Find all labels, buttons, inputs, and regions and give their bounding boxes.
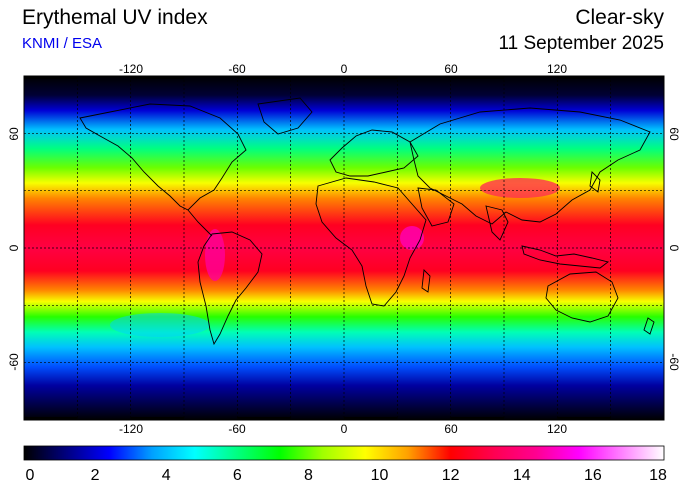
- asia-outline: [409, 107, 651, 225]
- longitude-labels-top: -120 -60 0 60 120: [119, 62, 567, 76]
- map-border-ticks: [24, 76, 611, 420]
- colorbar-frame: [23, 445, 665, 461]
- southern-ocean-low-patch: [110, 313, 210, 337]
- lat-label-right-3: -60: [667, 353, 681, 371]
- madagascar-outline: [421, 269, 431, 293]
- lon-label-top-2: -60: [228, 62, 246, 76]
- australia-outline: [545, 271, 619, 323]
- lon-label-bottom-3: 0: [341, 422, 348, 436]
- europe-outline: [329, 129, 419, 177]
- india-outline: [485, 205, 509, 241]
- border-band: [237, 76, 291, 79]
- latitude-labels-right: 60 0 -60: [667, 127, 681, 371]
- lat-label-left-2: 0: [7, 244, 21, 251]
- lon-label-bottom-5: 120: [547, 422, 567, 436]
- colorbar-tick-label: 2: [91, 467, 100, 484]
- border-band: [130, 417, 184, 420]
- tibet-high-uv-patch: [480, 178, 560, 198]
- colorbar-tick-label: 10: [371, 467, 389, 484]
- border-band: [557, 76, 611, 79]
- colorbar-labels: 0 2 4 6 8 10 12 14 16 18: [26, 467, 667, 484]
- border-band: [237, 417, 291, 420]
- zonal-features: [110, 178, 560, 337]
- africa-outline: [315, 177, 427, 307]
- arabia-outline: [417, 187, 455, 227]
- lon-label-bottom-1: -120: [119, 422, 143, 436]
- graticule: [24, 76, 664, 420]
- latitude-labels-left: 60 0 -60: [7, 127, 21, 371]
- lat-label-right-1: 60: [667, 127, 681, 141]
- greenland-outline: [257, 97, 313, 135]
- longitude-labels-bottom: -120 -60 0 60 120: [119, 422, 567, 436]
- south-america-outline: [197, 231, 263, 346]
- credit-label: KNMI / ESA: [22, 35, 103, 52]
- colorbar-tick-label: 4: [162, 467, 171, 484]
- lat-label-right-2: 0: [667, 245, 681, 252]
- colorbar-gradient: [24, 446, 664, 460]
- border-band: [24, 76, 78, 79]
- colorbar-tick-label: 12: [442, 467, 460, 484]
- lon-label-top-1: -120: [119, 62, 143, 76]
- coastlines: [79, 97, 655, 346]
- north-america-outline: [79, 103, 247, 211]
- lon-label-top-4: 60: [444, 62, 458, 76]
- lon-label-top-5: 120: [547, 62, 567, 76]
- new-zealand-outline: [643, 317, 655, 335]
- border-band: [450, 76, 504, 79]
- border-band: [130, 76, 184, 79]
- lon-label-top-3: 0: [341, 62, 348, 76]
- date-label: 11 September 2025: [498, 33, 665, 54]
- andes-high-uv-patch: [205, 229, 225, 281]
- sky-condition-label: Clear-sky: [575, 6, 664, 29]
- colorbar: 0 2 4 6 8 10 12 14 16 18: [23, 445, 667, 484]
- colorbar-tick-label: 14: [513, 467, 531, 484]
- map-panel: [23, 75, 665, 421]
- colorbar-tick-label: 16: [584, 467, 602, 484]
- border-band: [344, 417, 398, 420]
- lat-label-left-3: -60: [7, 353, 21, 371]
- colorbar-tick-label: 0: [26, 467, 35, 484]
- border-band: [450, 417, 504, 420]
- japan-outline: [589, 171, 601, 193]
- colorbar-tick-label: 6: [233, 467, 242, 484]
- colorbar-tick-label: 18: [649, 467, 667, 484]
- lat-label-left-1: 60: [7, 127, 21, 141]
- colorbar-tick-label: 8: [304, 467, 313, 484]
- border-band: [557, 417, 611, 420]
- lon-label-bottom-4: 60: [444, 422, 458, 436]
- indonesia-outline: [521, 245, 610, 269]
- border-band: [344, 76, 398, 79]
- central-america-outline: [187, 209, 213, 237]
- lon-label-bottom-2: -60: [228, 422, 246, 436]
- map-title: Erythemal UV index: [22, 6, 208, 29]
- border-band: [24, 417, 78, 420]
